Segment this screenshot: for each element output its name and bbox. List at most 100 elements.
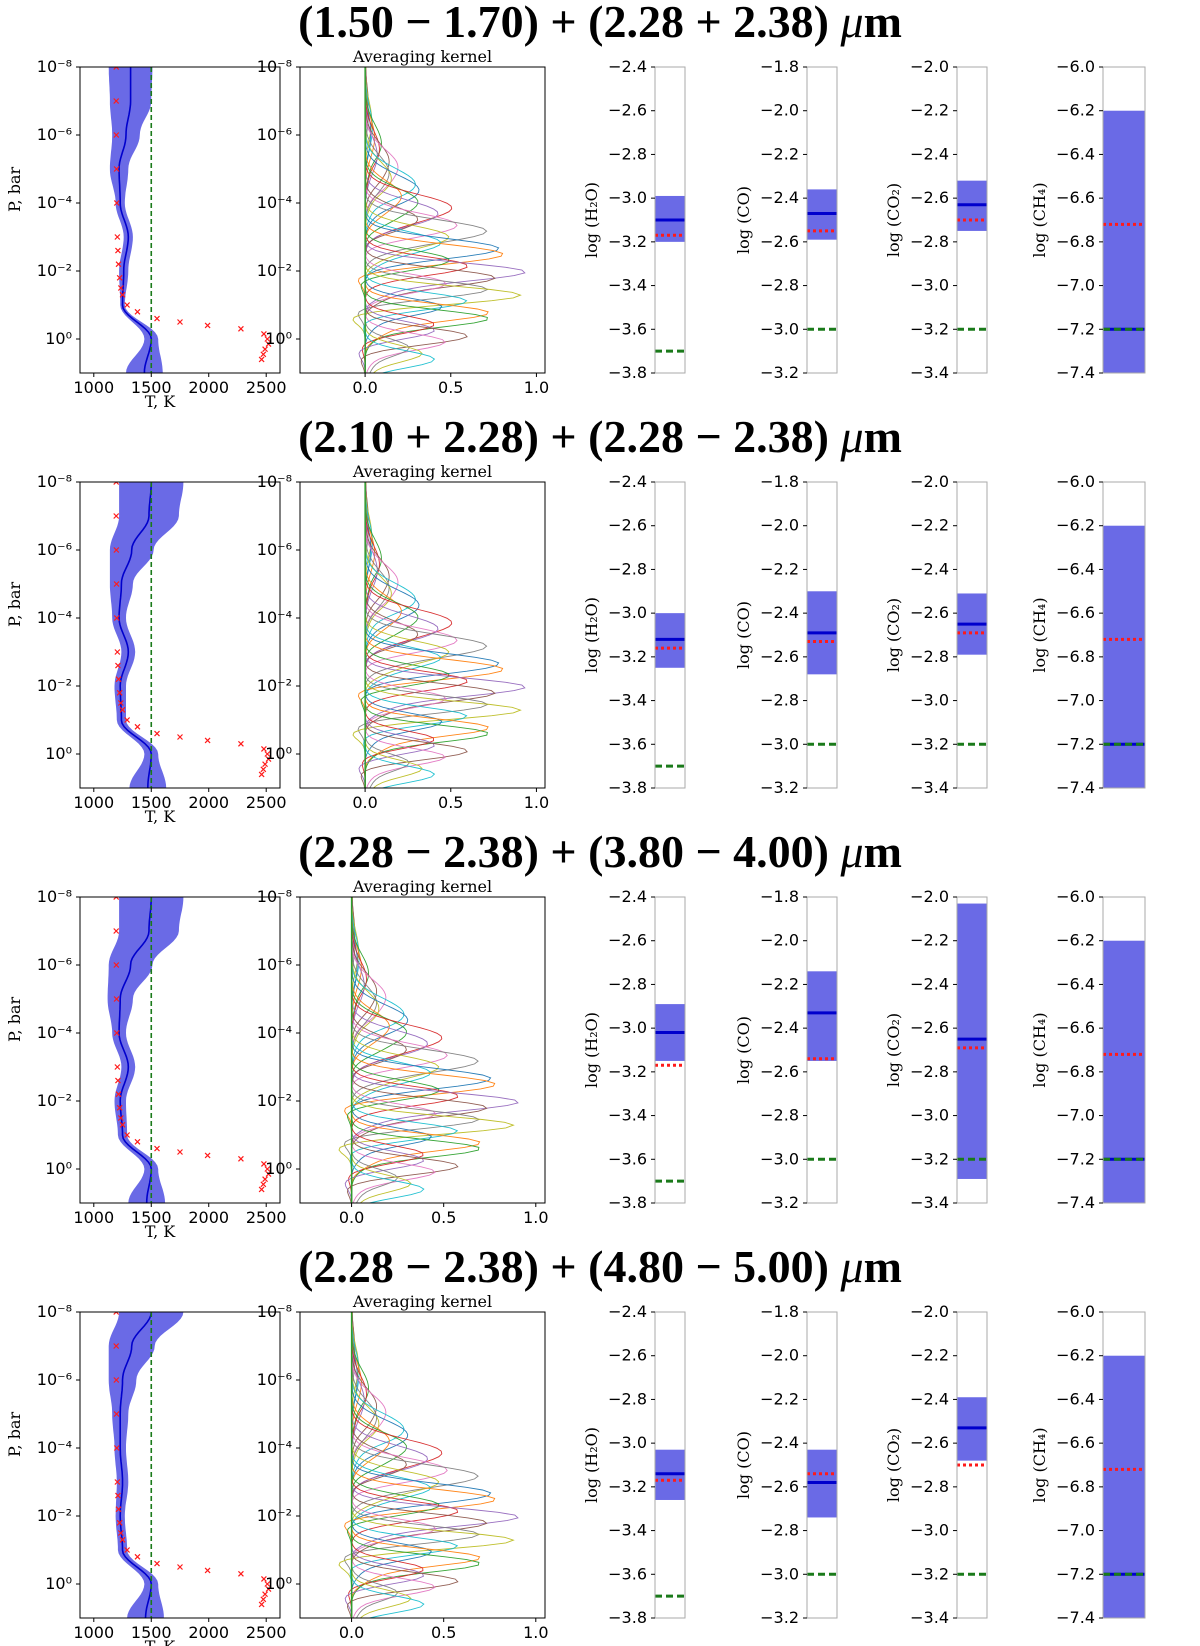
y-tick-label: −7.0 <box>1056 1521 1095 1540</box>
y-tick-label: −3.2 <box>760 1608 799 1627</box>
temperature-uncertainty-band <box>108 1312 184 1618</box>
y-tick-label: −3.8 <box>608 363 647 382</box>
y-tick-label: −6.2 <box>1056 931 1095 950</box>
kernel-axes-frame <box>299 896 546 1204</box>
abundance-panel-2: −2.0 −2.2 −2.4 −2.6 −2.8 −3.0 −3.2 −3.4 log (CO₂… <box>884 1302 988 1627</box>
y-tick-label: −2.2 <box>910 101 949 120</box>
y-tick-label: −3.4 <box>910 1608 949 1627</box>
y-tick-label: −2.4 <box>608 1302 647 1321</box>
true-temperature-point <box>124 302 131 308</box>
y-tick-label: −6.2 <box>1056 516 1095 535</box>
y-axis-label: P, bar <box>5 581 24 626</box>
x-tick-label: 1500 <box>131 378 172 397</box>
kernel-curve <box>364 482 468 788</box>
true-temperature-point <box>117 1115 124 1121</box>
abundance-axes-frame <box>956 481 988 789</box>
y-tick-label: −2.4 <box>760 1433 799 1452</box>
true-temperature-point <box>204 322 211 329</box>
true-temperature-point <box>113 615 120 621</box>
true-temperature-point <box>115 261 122 268</box>
x-tick-label: 0.5 <box>431 1623 456 1642</box>
y-tick-label: 10⁻⁴ <box>37 1438 72 1457</box>
temperature-plot-area <box>108 1312 272 1618</box>
y-tick-label: −2.8 <box>760 276 799 295</box>
y-tick-label: −7.4 <box>1056 1608 1095 1627</box>
y-tick-label: −3.8 <box>608 1193 647 1212</box>
x-tick-label: 2000 <box>188 793 229 812</box>
x-tick-label: 0.0 <box>339 1623 364 1642</box>
true-temperature-point <box>113 996 120 1002</box>
panel-title-unit: m <box>864 826 902 877</box>
x-tick-label: 1000 <box>73 1208 114 1227</box>
true-temperature-point <box>260 766 267 773</box>
x-tick-label: 1500 <box>131 793 172 812</box>
y-tick-label: 10⁻⁶ <box>257 540 292 559</box>
true-temperature-point <box>260 1181 267 1188</box>
y-tick-label: −3.4 <box>608 691 647 710</box>
kernel-plot-area <box>338 1312 519 1618</box>
true-temperature-point <box>113 166 120 172</box>
true-temperature-point <box>117 700 124 706</box>
y-tick-label: 10⁻⁶ <box>257 955 292 974</box>
y-tick-label: −2.8 <box>910 1062 949 1081</box>
x-tick-label: 0.5 <box>431 1208 456 1227</box>
y-tick-label: −7.4 <box>1056 1193 1095 1212</box>
y-tick-label: −3.4 <box>608 1106 647 1125</box>
y-tick-label: −1.8 <box>760 1302 799 1321</box>
true-temperature-point <box>119 706 126 713</box>
y-tick-label: 10⁻⁴ <box>37 1023 72 1042</box>
panel-title-range: (2.28 − 2.38) + (3.80 − 4.00) <box>298 826 840 877</box>
y-tick-label: 10⁻⁶ <box>37 1370 72 1389</box>
true-temperature-point <box>237 1155 244 1162</box>
panel-title-range: (2.10 + 2.28) + (2.28 − 2.38) <box>298 411 840 462</box>
temperature-profile-plot: 1000 1500 2000 2500 10⁻⁸ 10⁻⁶ 10⁻⁴ 10⁻² 10⁰ T, K P… <box>5 57 287 411</box>
y-tick-label: 10⁻⁴ <box>37 193 72 212</box>
x-tick-label: 1000 <box>73 378 114 397</box>
abundance-panel-3: −6.0 −6.2 −6.4 −6.6 −6.8 −7.0 −7.2 −7.4 log (CH₄… <box>1030 1302 1146 1627</box>
abundance-panel-1: −1.8 −2.0 −2.2 −2.4 −2.6 −2.8 −3.0 −3.2 log (CO) <box>734 472 838 797</box>
kernel-curve <box>351 897 492 1203</box>
true-temperature-point <box>177 319 183 325</box>
kernel-curve <box>351 897 412 1203</box>
kernel-title: Averaging kernel <box>352 1292 492 1311</box>
y-tick-label: −2.6 <box>910 603 949 622</box>
averaging-kernel-plot: Averaging kernel 0.0 0.5 1.0 10⁻⁸ 10⁻⁶ 10⁻⁴ 10⁻… <box>257 1292 549 1642</box>
y-tick-label: 10⁻⁸ <box>37 472 72 491</box>
panel-title: (1.50 − 1.70) + (2.28 + 2.38) μm <box>298 0 902 47</box>
y-tick-label: −3.0 <box>760 1149 799 1168</box>
true-temperature-point <box>260 330 267 337</box>
abundance-uncertainty-band <box>1103 940 1145 1203</box>
y-tick-label: −2.0 <box>760 101 799 120</box>
y-tick-label: −6.6 <box>1056 1433 1095 1452</box>
true-temperature-point <box>262 761 268 768</box>
y-tick-label: −2.0 <box>910 57 949 76</box>
abundance-uncertainty-band <box>1103 110 1145 373</box>
abundance-axis-label: log (H₂O) <box>582 1427 601 1503</box>
kernel-curve <box>338 897 515 1203</box>
true-temperature-point <box>264 1166 271 1172</box>
kernel-curve <box>352 482 522 788</box>
temperature-plot-area <box>109 482 272 788</box>
true-temperature-point <box>258 356 265 363</box>
y-tick-label: 10⁰ <box>265 744 292 763</box>
true-temperature-point <box>177 1149 183 1155</box>
y-tick-label: −6.6 <box>1056 1018 1095 1037</box>
kernel-curve <box>351 897 399 1203</box>
true-temperature-point <box>265 1586 272 1593</box>
true-temperature-point <box>154 730 160 737</box>
x-tick-label: 1.0 <box>523 1208 548 1227</box>
y-tick-label: −6.2 <box>1056 101 1095 120</box>
y-tick-label: −3.0 <box>760 1564 799 1583</box>
true-temperature-point <box>134 1138 141 1145</box>
y-tick-label: −2.2 <box>910 931 949 950</box>
abundance-axis-label: log (H₂O) <box>582 1012 601 1088</box>
true-temperature-point <box>258 771 265 778</box>
y-tick-label: −3.6 <box>608 1564 647 1583</box>
x-tick-label: 2000 <box>188 1623 229 1642</box>
y-tick-label: −2.6 <box>760 1477 799 1496</box>
x-axis-label: T, K <box>145 1637 176 1646</box>
abundance-axes-frame <box>956 896 988 1204</box>
true-temperature-point <box>115 1506 122 1513</box>
y-tick-label: −6.8 <box>1056 232 1095 251</box>
abundance-axis-label: log (CH₄) <box>1030 182 1049 257</box>
